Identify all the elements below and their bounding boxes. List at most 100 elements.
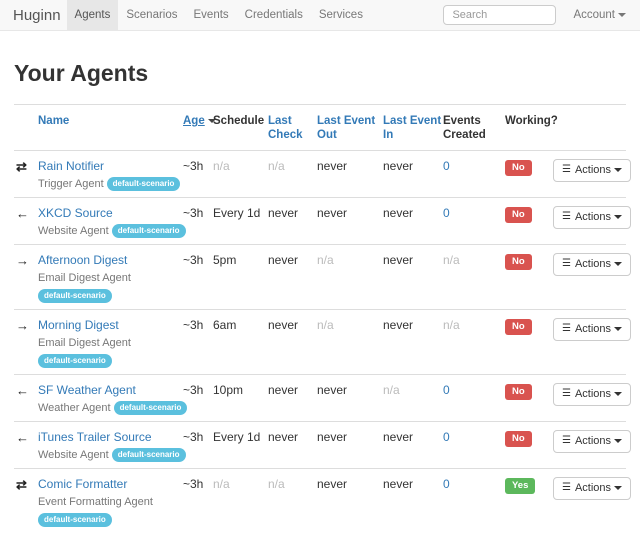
- schedule-value: n/a: [213, 477, 230, 491]
- last-event-out-value: never: [317, 159, 347, 173]
- agent-name-link[interactable]: iTunes Trailer Source: [38, 430, 152, 444]
- scenario-badge[interactable]: default-scenario: [112, 224, 186, 238]
- nav-item-agents[interactable]: Agents: [67, 0, 119, 30]
- last-check-cell: never: [268, 310, 317, 375]
- last-event-in-value: never: [383, 206, 413, 220]
- exchange-icon: ⇄: [16, 159, 27, 174]
- working-status-badge: No: [505, 384, 532, 400]
- events-created-cell: 0: [443, 422, 505, 469]
- actions-button-label: Actions: [575, 481, 611, 495]
- agent-name-link[interactable]: Afternoon Digest: [38, 253, 127, 267]
- agent-meta: Email Digest Agent: [38, 270, 181, 284]
- list-icon: ☰: [562, 481, 571, 495]
- age-value: ~3h: [183, 253, 203, 267]
- agent-type-label: Website Agent: [38, 225, 109, 237]
- events-created-link[interactable]: 0: [443, 430, 450, 444]
- col-header-icon: [14, 105, 38, 151]
- last-check-cell: never: [268, 375, 317, 422]
- agent-icon-cell: ←: [14, 375, 38, 422]
- agent-name-cell: Morning Digest Email Digest Agent default-…: [38, 310, 183, 375]
- last-event-in-value: n/a: [383, 383, 400, 397]
- agent-icon-cell: ←: [14, 198, 38, 245]
- scenario-badge[interactable]: default-scenario: [114, 401, 188, 415]
- actions-cell: ☰Actions: [553, 310, 626, 375]
- brand-link[interactable]: Huginn: [0, 0, 65, 30]
- agent-name-link[interactable]: XKCD Source: [38, 206, 113, 220]
- col-header-link-name[interactable]: Name: [38, 114, 181, 128]
- actions-button[interactable]: ☰Actions: [553, 430, 631, 453]
- agent-name-link[interactable]: Comic Formatter: [38, 477, 127, 491]
- nav-item-services[interactable]: Services: [311, 0, 371, 30]
- scenario-badge[interactable]: default-scenario: [38, 289, 112, 303]
- working-cell: No: [505, 310, 553, 375]
- last-check-value: n/a: [268, 477, 285, 491]
- age-cell: ~3h: [183, 375, 213, 422]
- chevron-down-icon: [614, 392, 622, 396]
- last-check-cell: never: [268, 245, 317, 310]
- account-dropdown[interactable]: Account: [573, 0, 640, 30]
- scenario-badge[interactable]: default-scenario: [38, 354, 112, 368]
- last-event-out-cell: never: [317, 469, 383, 533]
- list-icon: ☰: [562, 210, 571, 224]
- actions-button[interactable]: ☰Actions: [553, 206, 631, 229]
- agent-name-link[interactable]: Morning Digest: [38, 318, 119, 332]
- nav-item-scenarios[interactable]: Scenarios: [118, 0, 185, 30]
- agent-type-label: Weather Agent: [38, 402, 111, 414]
- working-cell: No: [505, 375, 553, 422]
- last-event-in-cell: n/a: [383, 375, 443, 422]
- agent-name-link[interactable]: SF Weather Agent: [38, 383, 136, 397]
- actions-button[interactable]: ☰Actions: [553, 159, 631, 182]
- actions-cell: ☰Actions: [553, 198, 626, 245]
- agent-icon-cell: →: [14, 245, 38, 310]
- search-input[interactable]: [443, 5, 556, 25]
- actions-button[interactable]: ☰Actions: [553, 383, 631, 406]
- scenario-badge[interactable]: default-scenario: [38, 513, 112, 527]
- last-check-value: never: [268, 383, 298, 397]
- events-created-link[interactable]: 0: [443, 206, 450, 220]
- last-event-in-value: never: [383, 159, 413, 173]
- last-event-out-cell: n/a: [317, 310, 383, 375]
- search-container: [443, 0, 556, 30]
- nav-item-events[interactable]: Events: [186, 0, 237, 30]
- agent-name-link[interactable]: Rain Notifier: [38, 159, 104, 173]
- actions-button-label: Actions: [575, 434, 611, 448]
- last-event-in-cell: never: [383, 310, 443, 375]
- last-event-out-cell: never: [317, 198, 383, 245]
- table-row: →Afternoon Digest Email Digest Agent defau…: [14, 245, 626, 310]
- events-created-cell: n/a: [443, 310, 505, 375]
- agent-icon-cell: ⇄: [14, 151, 38, 198]
- working-status-badge: No: [505, 254, 532, 270]
- nav-item-credentials[interactable]: Credentials: [237, 0, 311, 30]
- scenario-badge[interactable]: default-scenario: [112, 448, 186, 462]
- actions-button-label: Actions: [575, 322, 611, 336]
- events-created-link[interactable]: 0: [443, 159, 450, 173]
- last-event-out-value: never: [317, 477, 347, 491]
- last-event-out-value: never: [317, 383, 347, 397]
- col-header-age: Age: [183, 105, 213, 151]
- actions-button[interactable]: ☰ Actions: [553, 477, 631, 500]
- schedule-cell: Every 1d: [213, 198, 268, 245]
- schedule-value: n/a: [213, 159, 230, 173]
- agent-meta: Email Digest Agent: [38, 335, 181, 349]
- last-event-out-cell: n/a: [317, 245, 383, 310]
- events-created-link[interactable]: 0: [443, 383, 450, 397]
- events-created-link[interactable]: 0: [443, 477, 450, 491]
- scenario-badge[interactable]: default-scenario: [107, 177, 181, 191]
- exchange-icon: ⇄: [16, 477, 27, 492]
- schedule-cell: 10pm: [213, 375, 268, 422]
- actions-button[interactable]: ☰Actions: [553, 318, 631, 341]
- events-created-cell: 0: [443, 198, 505, 245]
- actions-button[interactable]: ☰Actions: [553, 253, 631, 276]
- col-header-link-age[interactable]: Age: [183, 114, 211, 128]
- schedule-cell: 5pm: [213, 245, 268, 310]
- scenario-badge-row: default-scenario: [38, 288, 181, 303]
- col-header-working: Working?: [505, 105, 553, 151]
- age-cell: ~3h: [183, 245, 213, 310]
